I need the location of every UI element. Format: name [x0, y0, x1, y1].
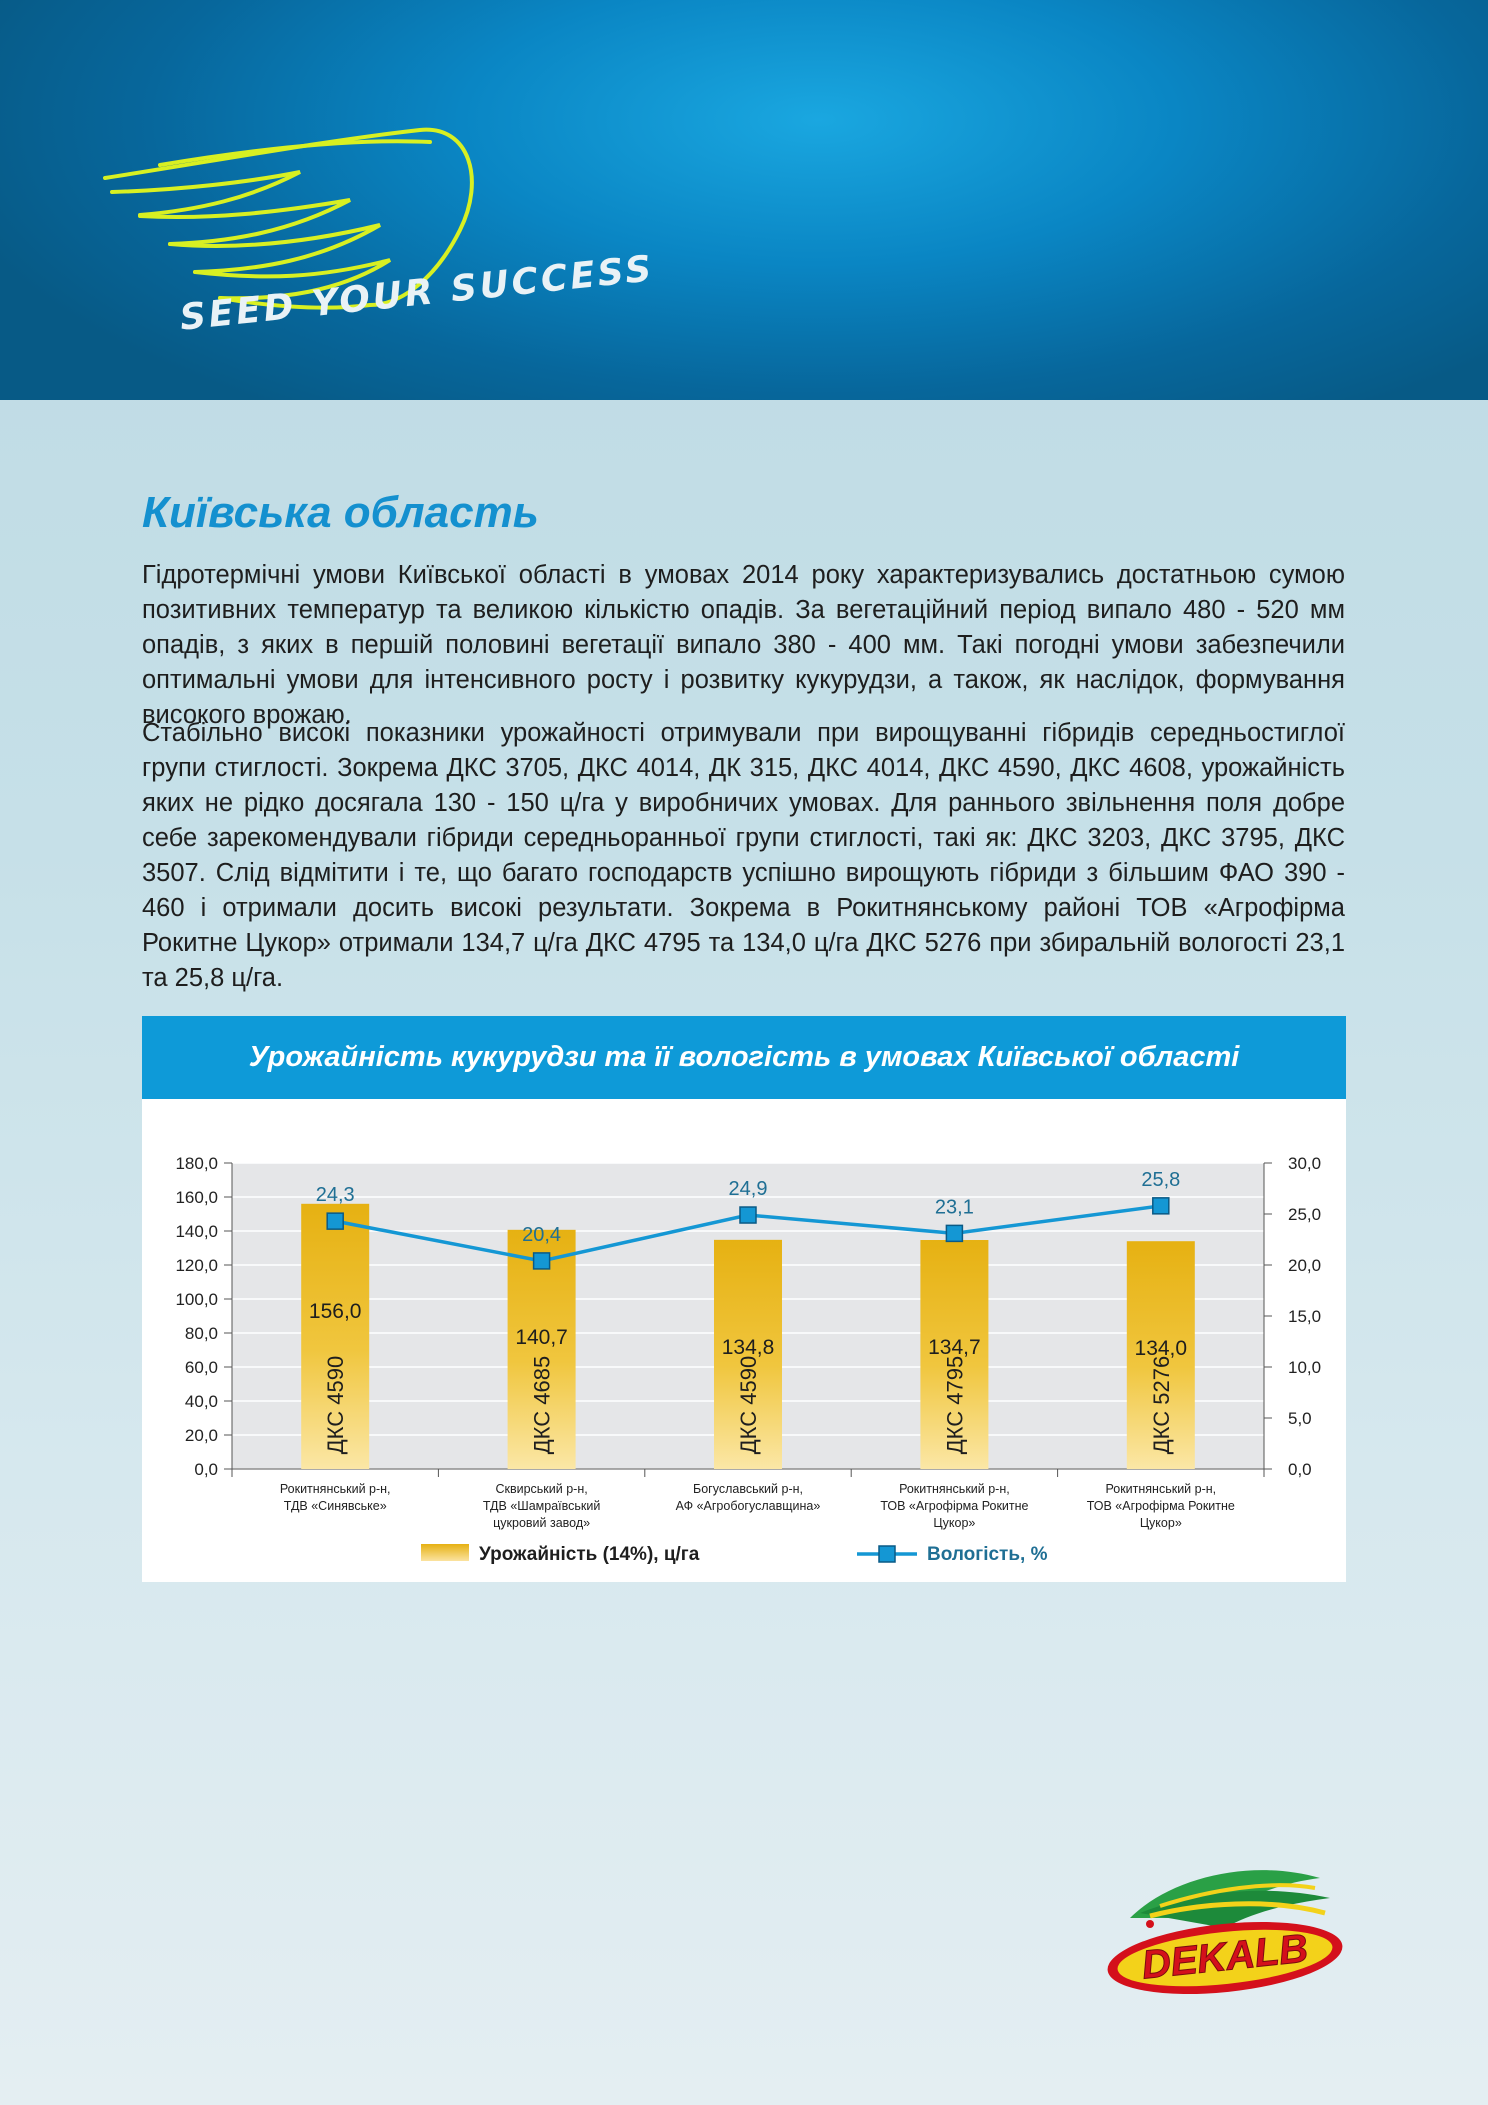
y-right-tick-label: 30,0 [1288, 1154, 1321, 1173]
yield-value-label: 140,7 [515, 1326, 568, 1349]
moisture-value-label: 24,3 [316, 1184, 355, 1206]
moisture-point [1152, 1197, 1170, 1215]
y-right-tick-label: 15,0 [1288, 1307, 1321, 1326]
hybrid-label: ДКС 4685 [530, 1356, 555, 1454]
category-label: ТДВ «Шамраївський [483, 1499, 601, 1513]
category-label: Богуславський р-н, [693, 1482, 803, 1496]
y-left-tick-label: 20,0 [185, 1426, 218, 1445]
moisture-value-label: 23,1 [935, 1196, 974, 1218]
hybrid-label: ДКС 4590 [323, 1356, 348, 1454]
y-left-tick-label: 140,0 [175, 1222, 218, 1241]
region-title: Київська область [142, 488, 539, 537]
category-label: Рокитнянський р-н, [280, 1482, 391, 1496]
category-label: Цукор» [933, 1516, 975, 1530]
category-label: АФ «Агробогуславщина» [676, 1499, 821, 1513]
moisture-value-label: 25,8 [1141, 1169, 1180, 1191]
y-right-tick-label: 25,0 [1288, 1205, 1321, 1224]
legend-line-marker [878, 1545, 896, 1563]
moisture-point [739, 1206, 757, 1224]
category-label: ТОВ «Агрофірма Рокитне [880, 1499, 1028, 1513]
y-left-tick-label: 120,0 [175, 1256, 218, 1275]
legend-line-label: Вологість, % [927, 1544, 1048, 1565]
hybrid-label: ДКС 5276 [1149, 1356, 1174, 1454]
category-label: Цукор» [1140, 1516, 1182, 1530]
category-label: ТОВ «Агрофірма Рокитне [1087, 1499, 1235, 1513]
dekalb-logo-icon: DEKALB [1107, 1870, 1343, 1994]
moisture-value-label: 20,4 [522, 1224, 561, 1246]
header-banner: SEED YOUR SUCCESS [0, 0, 1488, 400]
yield-value-label: 134,8 [722, 1336, 775, 1359]
category-label: цукровий завод» [493, 1516, 590, 1530]
chart-panel: Урожайність кукурудзи та її вологість в … [142, 1016, 1346, 1582]
legend-bar-label: Урожайність (14%), ц/га [479, 1544, 700, 1565]
y-left-tick-label: 40,0 [185, 1392, 218, 1411]
hybrid-label: ДКС 4795 [942, 1356, 967, 1454]
y-left-tick-label: 60,0 [185, 1358, 218, 1377]
y-right-tick-label: 0,0 [1288, 1460, 1312, 1479]
yield-bar [920, 1240, 989, 1469]
moisture-point [532, 1252, 551, 1270]
yield-bar [714, 1239, 782, 1469]
y-left-tick-label: 0,0 [194, 1460, 218, 1479]
yield-moisture-chart: 0,0 20,0 40,0 60,0 80,0 100,0 120,0 140,0 160,0 1… [175, 1154, 1321, 1565]
moisture-value-label: 24,9 [729, 1178, 768, 1200]
y-right-tick-label: 5,0 [1288, 1409, 1312, 1428]
y-right-tick-label: 10,0 [1288, 1358, 1321, 1377]
moisture-point [326, 1212, 344, 1230]
results-paragraph: Стабільно високі показники урожайності о… [142, 719, 1345, 992]
y-left-tick-label: 100,0 [175, 1290, 218, 1309]
yield-value-label: 134,7 [928, 1336, 981, 1359]
y-left-tick-label: 80,0 [185, 1324, 218, 1343]
wing-logo-icon [103, 127, 474, 310]
yield-bar [507, 1229, 576, 1469]
moisture-point [945, 1224, 964, 1243]
intro-paragraph: Гідротермічні умови Київської області в … [142, 561, 1345, 729]
y-left-tick-label: 160,0 [175, 1188, 218, 1207]
category-label: ТДВ «Синявське» [284, 1499, 387, 1513]
y-right-tick-label: 20,0 [1288, 1256, 1321, 1275]
legend-bar-swatch [421, 1544, 469, 1561]
yield-bar [301, 1203, 370, 1469]
yield-value-label: 134,0 [1135, 1337, 1188, 1360]
category-label: Рокитнянський р-н, [899, 1482, 1010, 1496]
category-label: Сквирський р-н, [495, 1482, 587, 1496]
hybrid-label: ДКС 4590 [736, 1356, 761, 1454]
chart-title: Урожайність кукурудзи та її вологість в … [142, 1016, 1346, 1099]
yield-value-label: 156,0 [309, 1300, 362, 1323]
yield-bar [1126, 1241, 1195, 1469]
category-label: Рокитнянський р-н, [1105, 1482, 1216, 1496]
y-left-tick-label: 180,0 [175, 1154, 218, 1173]
